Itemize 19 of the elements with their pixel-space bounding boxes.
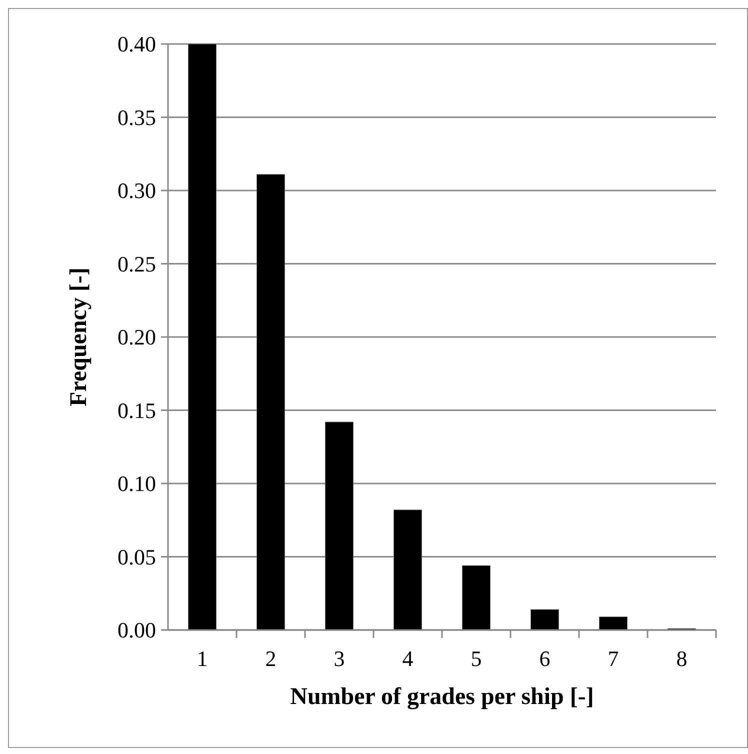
x-tick-label: 1: [196, 646, 208, 671]
x-axis-title: Number of grades per ship [-]: [290, 684, 594, 710]
y-tick-label: 0.20: [118, 324, 156, 350]
y-tick-label: 0.30: [118, 178, 156, 204]
y-tick-label: 0.10: [118, 471, 156, 496]
y-tick-label: 0.25: [118, 251, 156, 276]
y-tick-label: 0.35: [118, 104, 156, 130]
x-tick-label: 3: [334, 646, 345, 671]
y-tick-label: 0.40: [118, 32, 156, 57]
y-tick-label: 0.15: [118, 398, 156, 423]
y-axis-title: Frequency [-]: [66, 268, 92, 406]
x-tick-label: 7: [608, 646, 619, 671]
x-tick-label: 6: [539, 646, 550, 671]
x-tick-label: 4: [402, 646, 414, 671]
y-tick-label: 0.05: [118, 544, 156, 570]
x-tick-label: 5: [470, 646, 482, 671]
x-tick-label: 8: [676, 646, 688, 671]
x-tick-label: 2: [265, 646, 276, 671]
y-tick-label: 0.00: [118, 618, 156, 643]
